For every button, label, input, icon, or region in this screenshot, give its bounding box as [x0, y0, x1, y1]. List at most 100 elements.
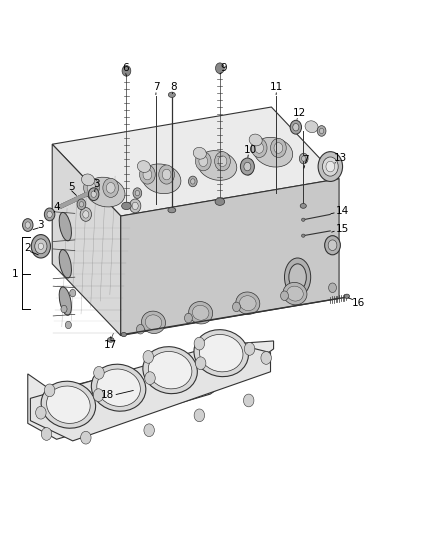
Circle shape	[191, 179, 195, 184]
Circle shape	[137, 325, 145, 334]
Polygon shape	[121, 179, 339, 336]
Circle shape	[143, 351, 153, 364]
Ellipse shape	[285, 258, 311, 296]
Circle shape	[317, 126, 326, 136]
Circle shape	[244, 165, 253, 175]
Circle shape	[22, 219, 33, 231]
Ellipse shape	[301, 234, 305, 237]
Circle shape	[132, 202, 138, 209]
Circle shape	[44, 384, 55, 397]
Circle shape	[65, 321, 71, 329]
Ellipse shape	[305, 121, 318, 133]
Ellipse shape	[215, 198, 225, 205]
Text: 11: 11	[270, 82, 283, 92]
Circle shape	[199, 156, 208, 166]
Ellipse shape	[138, 160, 150, 173]
Ellipse shape	[141, 311, 166, 334]
Ellipse shape	[194, 330, 248, 377]
Circle shape	[244, 394, 254, 407]
Text: 6: 6	[122, 63, 128, 73]
Circle shape	[215, 152, 230, 171]
Circle shape	[328, 283, 336, 293]
Circle shape	[215, 63, 224, 74]
Ellipse shape	[92, 364, 146, 411]
Circle shape	[159, 165, 174, 184]
Circle shape	[233, 302, 240, 312]
Circle shape	[255, 143, 264, 154]
Circle shape	[240, 158, 254, 175]
Ellipse shape	[107, 337, 114, 342]
Text: 18: 18	[101, 390, 114, 400]
Ellipse shape	[46, 386, 90, 423]
Circle shape	[144, 424, 154, 437]
Circle shape	[103, 178, 119, 197]
Text: 7: 7	[302, 155, 309, 165]
Circle shape	[83, 211, 89, 218]
Circle shape	[122, 66, 131, 76]
Circle shape	[44, 208, 55, 221]
Text: 5: 5	[68, 182, 75, 192]
Ellipse shape	[121, 333, 127, 337]
Ellipse shape	[148, 351, 192, 389]
Circle shape	[326, 161, 335, 172]
Circle shape	[38, 243, 43, 249]
Ellipse shape	[199, 335, 243, 372]
Ellipse shape	[59, 213, 71, 241]
Text: 3: 3	[93, 179, 100, 189]
Ellipse shape	[240, 296, 256, 311]
Circle shape	[94, 367, 104, 379]
Circle shape	[194, 337, 205, 350]
Text: 9: 9	[220, 63, 227, 73]
Ellipse shape	[249, 134, 262, 146]
Ellipse shape	[81, 174, 95, 185]
Circle shape	[88, 188, 99, 200]
Text: 16: 16	[352, 297, 365, 308]
Circle shape	[195, 152, 211, 171]
Circle shape	[35, 406, 46, 419]
Ellipse shape	[289, 264, 306, 290]
Text: 4: 4	[53, 202, 60, 212]
Text: 13: 13	[334, 152, 347, 163]
Circle shape	[271, 139, 286, 158]
Circle shape	[301, 156, 306, 161]
Text: 7: 7	[153, 82, 159, 92]
Ellipse shape	[168, 207, 176, 213]
Circle shape	[140, 165, 155, 184]
Ellipse shape	[192, 305, 209, 320]
Ellipse shape	[86, 177, 125, 207]
Ellipse shape	[143, 346, 198, 394]
Circle shape	[328, 240, 337, 251]
Polygon shape	[30, 342, 271, 441]
Ellipse shape	[59, 249, 71, 278]
Ellipse shape	[97, 369, 140, 406]
Polygon shape	[28, 341, 274, 439]
Circle shape	[299, 154, 308, 164]
Circle shape	[35, 239, 47, 254]
Text: 8: 8	[170, 82, 177, 92]
Polygon shape	[52, 144, 121, 336]
Circle shape	[281, 291, 288, 301]
Polygon shape	[52, 107, 339, 216]
Circle shape	[79, 201, 84, 207]
Circle shape	[41, 427, 52, 440]
Circle shape	[91, 191, 96, 197]
Circle shape	[322, 157, 338, 176]
Ellipse shape	[344, 294, 350, 298]
Text: 2: 2	[25, 243, 31, 253]
Circle shape	[251, 139, 267, 158]
Circle shape	[293, 124, 299, 131]
Ellipse shape	[300, 204, 306, 208]
Ellipse shape	[287, 286, 303, 301]
Circle shape	[77, 199, 86, 209]
Ellipse shape	[236, 292, 260, 314]
Ellipse shape	[301, 218, 305, 221]
Circle shape	[318, 152, 343, 181]
Circle shape	[70, 289, 76, 297]
Text: 15: 15	[336, 224, 349, 235]
Ellipse shape	[59, 287, 71, 316]
Circle shape	[80, 207, 92, 221]
Circle shape	[261, 352, 272, 365]
Circle shape	[130, 199, 141, 213]
Ellipse shape	[254, 138, 293, 167]
Ellipse shape	[145, 315, 162, 330]
